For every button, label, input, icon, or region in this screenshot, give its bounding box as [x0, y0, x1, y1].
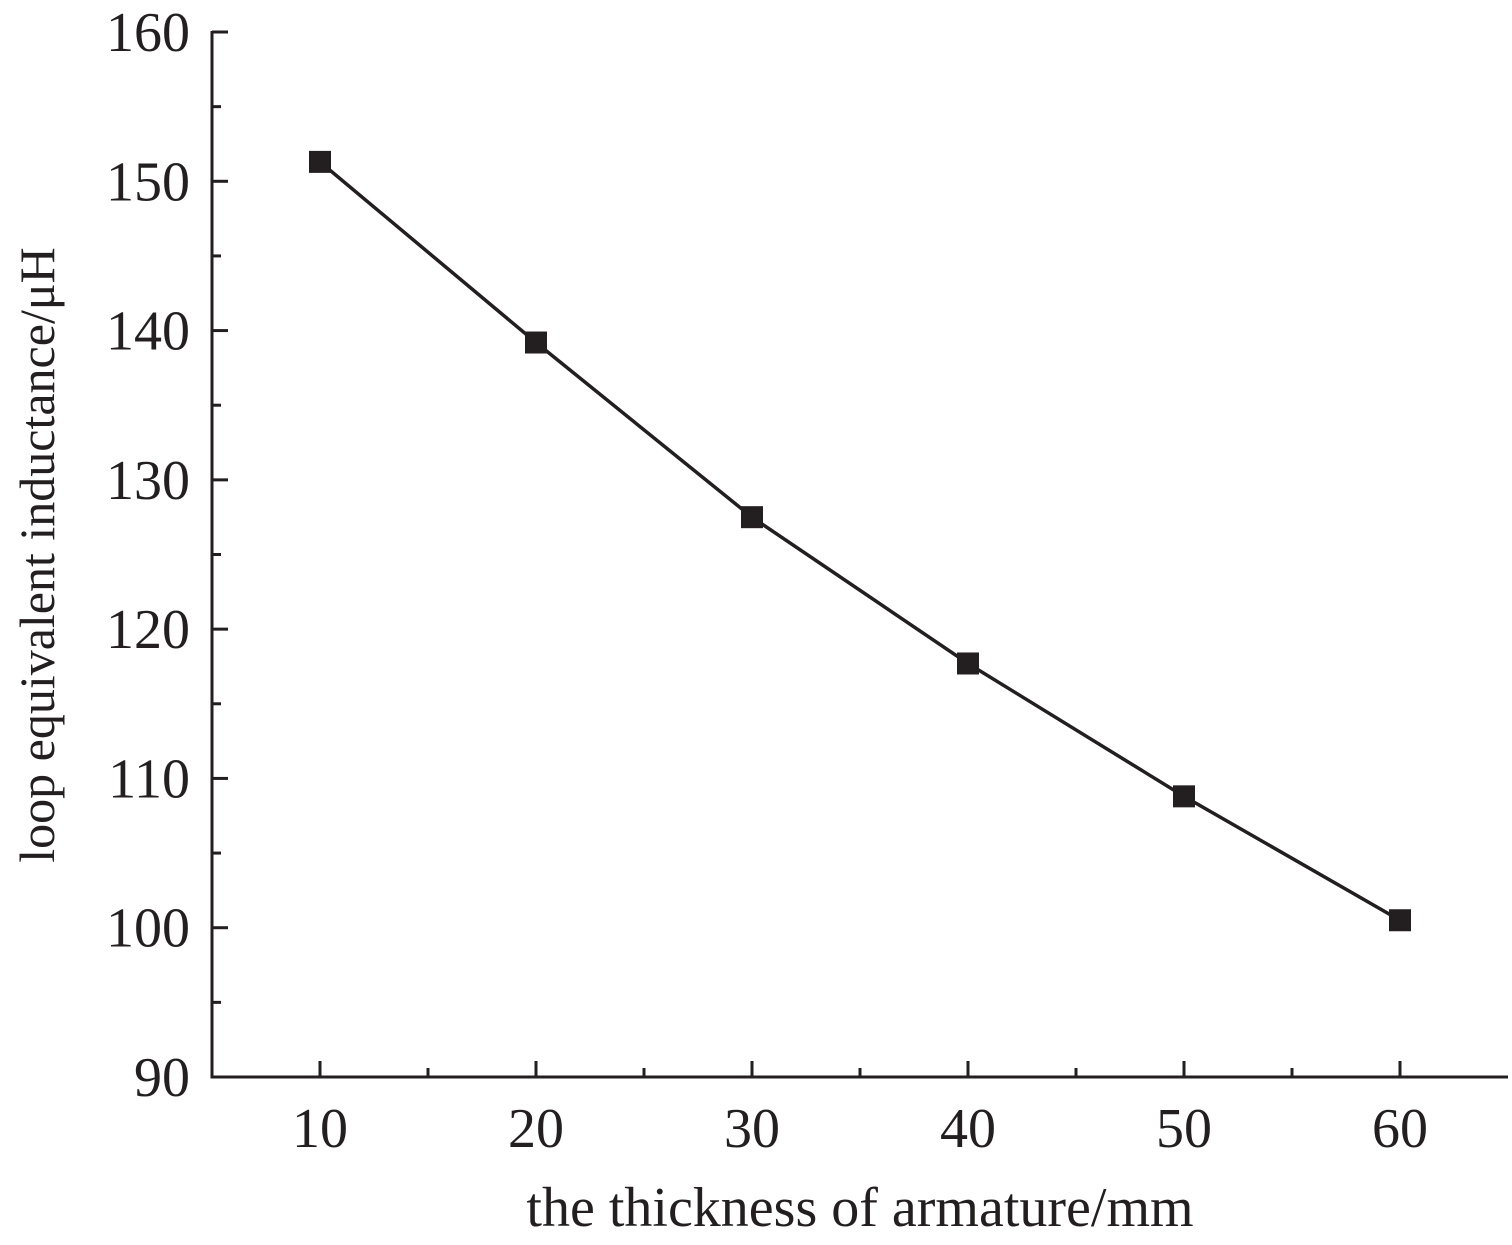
y-tick-label: 100 — [106, 898, 190, 960]
tick-labels: 90 100 110 120 130 140 150 160 10 20 30 40 50 60 — [106, 2, 1428, 1160]
series — [309, 150, 1411, 932]
y-tick-label: 90 — [134, 1047, 190, 1109]
data-point-marker — [741, 506, 763, 529]
x-tick-label: 10 — [292, 1098, 348, 1160]
x-tick-label: 40 — [940, 1098, 996, 1160]
y-tick-label: 140 — [106, 301, 190, 363]
data-point-marker — [957, 652, 979, 675]
y-tick-label: 120 — [106, 599, 190, 661]
series-line — [318, 160, 1401, 922]
x-tick-label: 20 — [508, 1098, 564, 1160]
data-point-marker — [1389, 909, 1411, 932]
y-tick-label: 150 — [106, 151, 190, 213]
y-tick-label: 130 — [106, 450, 190, 512]
data-point-marker — [525, 331, 547, 354]
x-tick-label: 50 — [1156, 1098, 1212, 1160]
data-point-marker — [309, 150, 331, 173]
data-point-marker — [1173, 785, 1195, 808]
y-tick-label: 160 — [106, 2, 190, 64]
x-tick-label: 60 — [1372, 1098, 1428, 1160]
x-tick-label: 30 — [724, 1098, 780, 1160]
y-tick-label: 110 — [108, 748, 190, 810]
axes — [210, 30, 1508, 1079]
y-axis-label: loop equivalent inductance/μH — [9, 247, 65, 863]
x-axis-label: the thickness of armature/mm — [526, 1177, 1193, 1239]
